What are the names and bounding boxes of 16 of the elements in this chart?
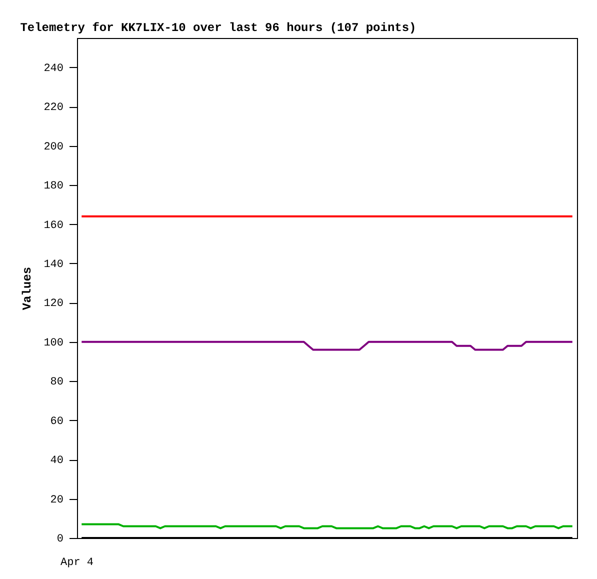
y-tick-label: 220: [44, 102, 64, 114]
y-tick-label: 180: [44, 180, 64, 193]
y-tick-label: 160: [44, 220, 64, 232]
text: Apr 4: [60, 557, 94, 569]
y-tick-label: 60: [50, 416, 64, 428]
y-tick-label: 120: [44, 298, 64, 310]
y-tick-label: 140: [44, 258, 64, 271]
y-axis-title: Values: [20, 266, 35, 310]
y-tick-label: 200: [44, 141, 64, 154]
y-tick-label: 0: [56, 534, 64, 546]
y-tick-label: 40: [50, 455, 64, 468]
y-tick-label: 20: [50, 494, 64, 506]
y-tick-label: 80: [50, 376, 64, 389]
chart-title: Telemetry for KK7LIX-10 over last 96 hours (107 points): [20, 21, 416, 35]
y-tick-label: 240: [44, 62, 64, 75]
y-tick-label: 100: [44, 337, 64, 350]
